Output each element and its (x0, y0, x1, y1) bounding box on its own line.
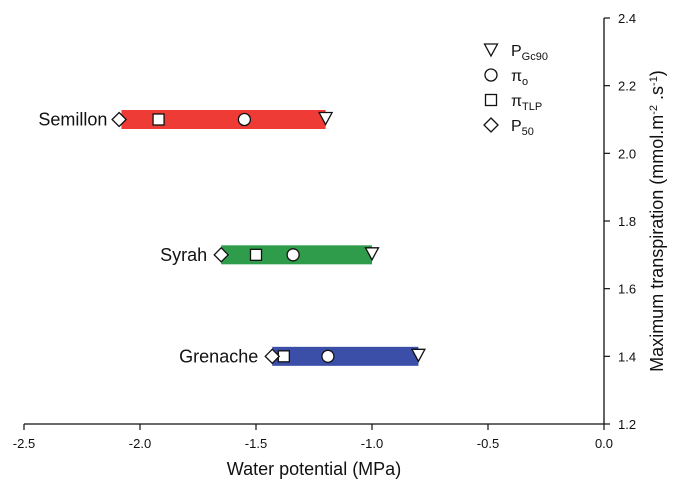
legend-label: πTLP (511, 93, 542, 113)
legend-label: PGc90 (511, 43, 548, 63)
x-ticks: -2.5 -2.0 -1.5 -1.0 -0.5 0.0 (13, 424, 613, 451)
range-bars (121, 110, 419, 366)
marker-pi-o-grenache (321, 349, 335, 363)
marker-p50-syrah (213, 246, 230, 263)
legend-marker-triangle-down (483, 43, 499, 58)
y-tick-label: 2.2 (618, 79, 636, 94)
series-label-semillon: Semillon (38, 110, 107, 130)
x-tick-label: -2.5 (13, 436, 35, 451)
marker-pi-o-semillon (237, 112, 252, 127)
y-tick-label: 2.0 (618, 146, 636, 161)
legend-marker-square (484, 93, 498, 107)
y-tick-label: 1.4 (618, 349, 636, 364)
marker-p50-grenache (264, 348, 281, 365)
marker-pgc90-semillon (318, 111, 334, 126)
marker-pi-tlp-syrah (249, 248, 263, 261)
markers (111, 111, 426, 365)
x-tick-label: 0.0 (595, 436, 613, 451)
legend-marker-diamond (483, 117, 499, 133)
range-bar-grenache (272, 346, 419, 366)
legend-label: P50 (511, 118, 534, 138)
legend-marker-circle (484, 68, 498, 82)
y-axis-title-main: Maximum transpiration (mmol.m (647, 115, 667, 372)
marker-p50-semillon (111, 111, 128, 128)
marker-pgc90-syrah (364, 247, 380, 262)
series-label-syrah: Syrah (160, 245, 207, 265)
marker-pgc90-grenache (410, 348, 426, 363)
y-tick-label: 1.6 (618, 282, 636, 297)
x-tick-label: -0.5 (477, 436, 499, 451)
y-tick-label: 1.2 (618, 417, 636, 432)
y-tick-label: 2.4 (618, 11, 636, 26)
y-axis-title-sup1: -2 (648, 105, 660, 115)
marker-pi-o-syrah (286, 248, 300, 262)
x-tick-label: -1.5 (245, 436, 267, 451)
x-tick-label: -2.0 (129, 436, 151, 451)
x-tick-label: -1.0 (361, 436, 383, 451)
y-tick-label: 1.8 (618, 214, 636, 229)
series-labels: Semillon Syrah Grenache (38, 110, 258, 367)
series-label-grenache: Grenache (179, 346, 258, 366)
y-axis-title-sup2: -1 (648, 76, 660, 86)
x-axis-title: Water potential (MPa) (227, 459, 401, 479)
legend: PGc90 πo πTLP P50 (483, 43, 548, 138)
y-axis-title-end: ) (647, 70, 667, 76)
y-ticks: 1.2 1.4 1.6 1.8 2.0 2.2 2.4 (604, 11, 636, 432)
range-bar-semillon (121, 110, 326, 129)
marker-pi-tlp-semillon (152, 113, 165, 126)
y-axis-title-mid: .s (647, 86, 667, 105)
y-axis-title: Maximum transpiration (mmol.m-2 .s-1) (647, 70, 667, 372)
legend-label: πo (511, 68, 528, 88)
axes: -2.5 -2.0 -1.5 -1.0 -0.5 0.0 1.2 1.4 1.6 1.8 2.0 2… (13, 11, 636, 451)
